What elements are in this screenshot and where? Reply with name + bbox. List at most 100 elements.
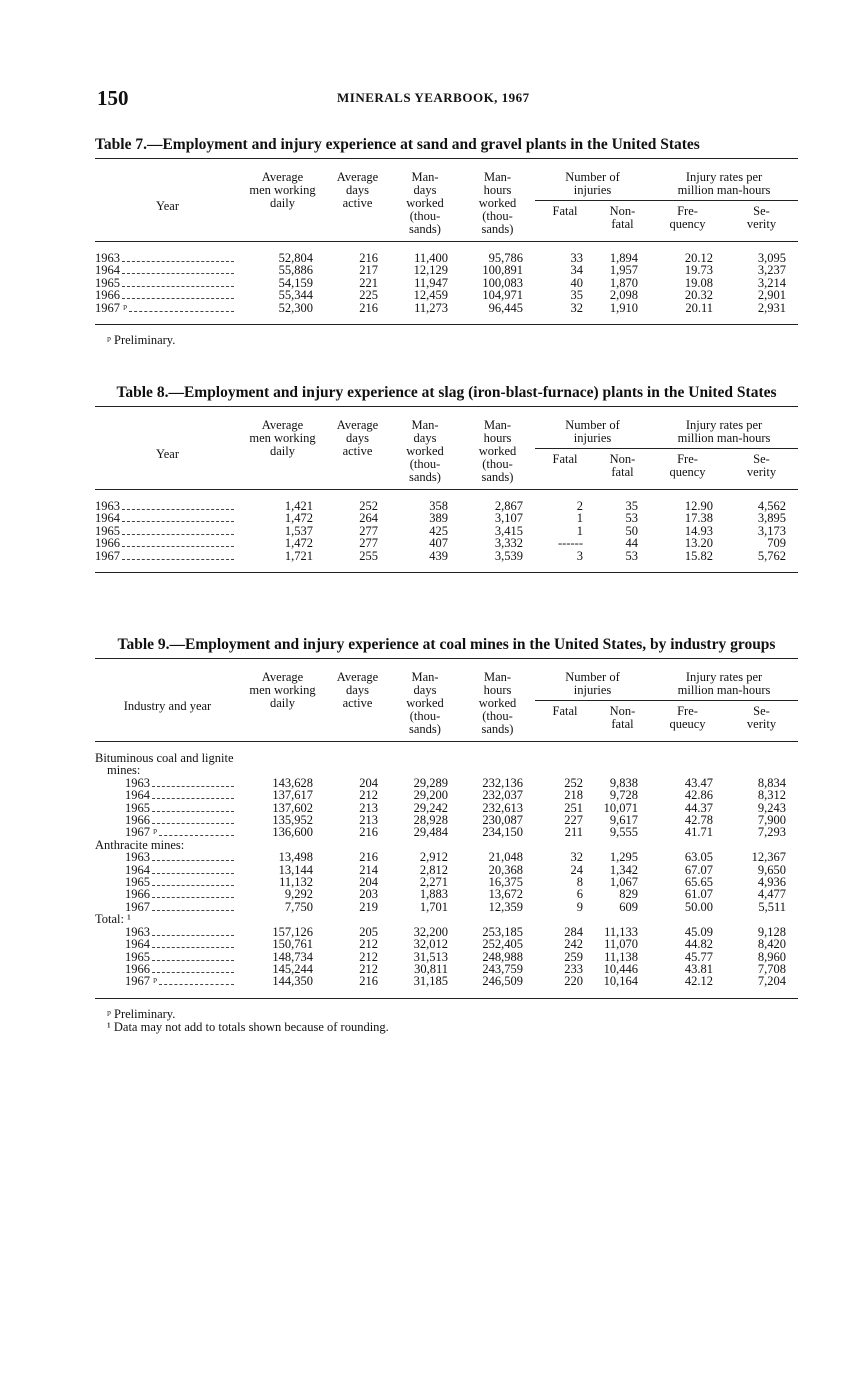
leader: 1964 (95, 938, 240, 951)
column-header: Industry and year (123, 698, 212, 713)
group-header: Number of injuries (535, 406, 650, 449)
column-header: Fre- quency (669, 452, 706, 479)
cell: 216 (359, 825, 378, 840)
cell: 4,936 (757, 875, 787, 890)
table-head: Year Average men working daily Average day… (95, 406, 799, 490)
cell: 40 (570, 275, 584, 290)
cell: 11,133 (604, 924, 638, 939)
row-label: 1965 (95, 275, 120, 290)
cell: 43.81 (684, 961, 713, 976)
leader-dots (152, 790, 234, 800)
cell: 242 (564, 937, 583, 952)
cell: 4,562 (725, 489, 799, 513)
cell: 407 (429, 536, 448, 551)
cell: 1,910 (595, 301, 650, 326)
cell: 2,098 (609, 288, 638, 303)
cell: 16,375 (488, 875, 523, 890)
empty-cell (240, 913, 325, 925)
cell: 233 (564, 961, 583, 976)
empty-cell (535, 913, 595, 925)
cell: 219 (359, 899, 378, 914)
cell: 248,988 (482, 949, 523, 964)
leader: 1963 (95, 925, 240, 938)
cell: 10,164 (595, 975, 650, 999)
table-row: 1965 54,159 221 11,947 100,083 40 1,870 19.08 3,… (95, 275, 798, 290)
leader: 1967 (95, 549, 240, 562)
table-head: Year Average men working daily Average day… (95, 158, 799, 242)
cell: 213 (359, 813, 378, 828)
empty-cell (460, 740, 535, 777)
cell: 212 (359, 949, 378, 964)
empty-cell (595, 913, 650, 925)
table-row: 1965 137,602 213 29,242 232,613 251 10,071 44.3… (95, 800, 798, 815)
cell: 389 (429, 511, 448, 526)
cell: 96,445 (460, 301, 535, 326)
cell: 44 (625, 536, 639, 551)
cell: 44.37 (684, 800, 713, 815)
table-row: 1967 ᵖ 136,600 216 29,484 234,150 211 9,555 41.… (95, 825, 798, 840)
leader: 1963 (95, 252, 240, 264)
cell: 3,539 (460, 549, 535, 574)
cell: 104,971 (482, 288, 523, 303)
cell: 8 (576, 875, 583, 890)
leader: 1965 (95, 876, 240, 889)
leader-dots (122, 513, 234, 523)
row-label-cell: 1967 (95, 900, 240, 913)
row-label-cell: 1966 (95, 537, 240, 550)
cell: 150,761 (272, 937, 313, 952)
cell: 67.07 (684, 862, 713, 877)
cell: 12,129 (413, 263, 448, 278)
cell: 13,144 (278, 862, 313, 877)
leader: 1963 (95, 500, 240, 512)
cell: 61.07 (684, 887, 713, 902)
cell: 203 (359, 887, 378, 902)
cell: 8,834 (757, 775, 787, 790)
table-row: 1963 1,421 252 358 2,867 2 35 12.90 4,562 (95, 489, 799, 513)
leader-dots (122, 278, 234, 287)
cell: 232,613 (482, 800, 523, 815)
cell: 28,928 (413, 813, 448, 828)
leader-dots (152, 803, 234, 812)
cell: 221 (359, 275, 378, 290)
section-label: Anthracite mines: (95, 837, 185, 852)
data-table: Industry and year Average men working dai… (95, 658, 799, 999)
cell: 53 (595, 549, 650, 574)
row-label-cell: 1963 (95, 925, 240, 938)
cell: 144,350 (240, 975, 325, 999)
cell: 44.82 (684, 937, 713, 952)
cell: 29,289 (413, 775, 448, 790)
row-label: 1963 (95, 499, 120, 513)
cell: 439 (390, 549, 460, 574)
cell: 35 (595, 489, 650, 513)
cell: 1,472 (284, 511, 313, 526)
cell: 9,650 (757, 862, 787, 877)
cell: 12,359 (488, 899, 523, 914)
cell: 32 (535, 301, 595, 326)
table-row: 1964 13,144 214 2,812 20,368 24 1,342 67.07 9,65… (95, 862, 798, 877)
leader-dots (152, 815, 234, 825)
cell: 1 (576, 511, 583, 526)
cell: 253,185 (482, 924, 523, 939)
cell: 52,804 (240, 241, 325, 265)
leader-dots (129, 303, 234, 312)
empty-cell (390, 740, 460, 777)
cell: 277 (359, 523, 378, 538)
header-row: Year Average men working daily Average day… (95, 158, 799, 236)
leader-dots (152, 952, 234, 961)
row-label: 1967 ᵖ (125, 974, 158, 989)
cell: 135,952 (272, 813, 313, 828)
cell: ------ (558, 536, 583, 551)
cell: 212 (359, 788, 378, 803)
cell: 21,048 (488, 850, 523, 865)
row-label: 1966 (125, 961, 150, 976)
column-header: Average days active (336, 670, 379, 710)
cell: 29,200 (413, 788, 448, 803)
table-title: Table 7.—Employment and injury experienc… (95, 136, 700, 153)
cell: 3,214 (757, 275, 787, 290)
table-row: 1966 1,472 277 407 3,332 ------ 44 13.20 709 (95, 536, 798, 551)
table-row: 1967 ᵖ 144,350 216 31,185 246,509 220 10,164 42… (95, 974, 799, 999)
column-header: Year (155, 446, 180, 461)
column-header: Non- fatal (609, 204, 636, 231)
column-header: Se- verity (746, 204, 777, 231)
leader-dots (152, 939, 234, 949)
